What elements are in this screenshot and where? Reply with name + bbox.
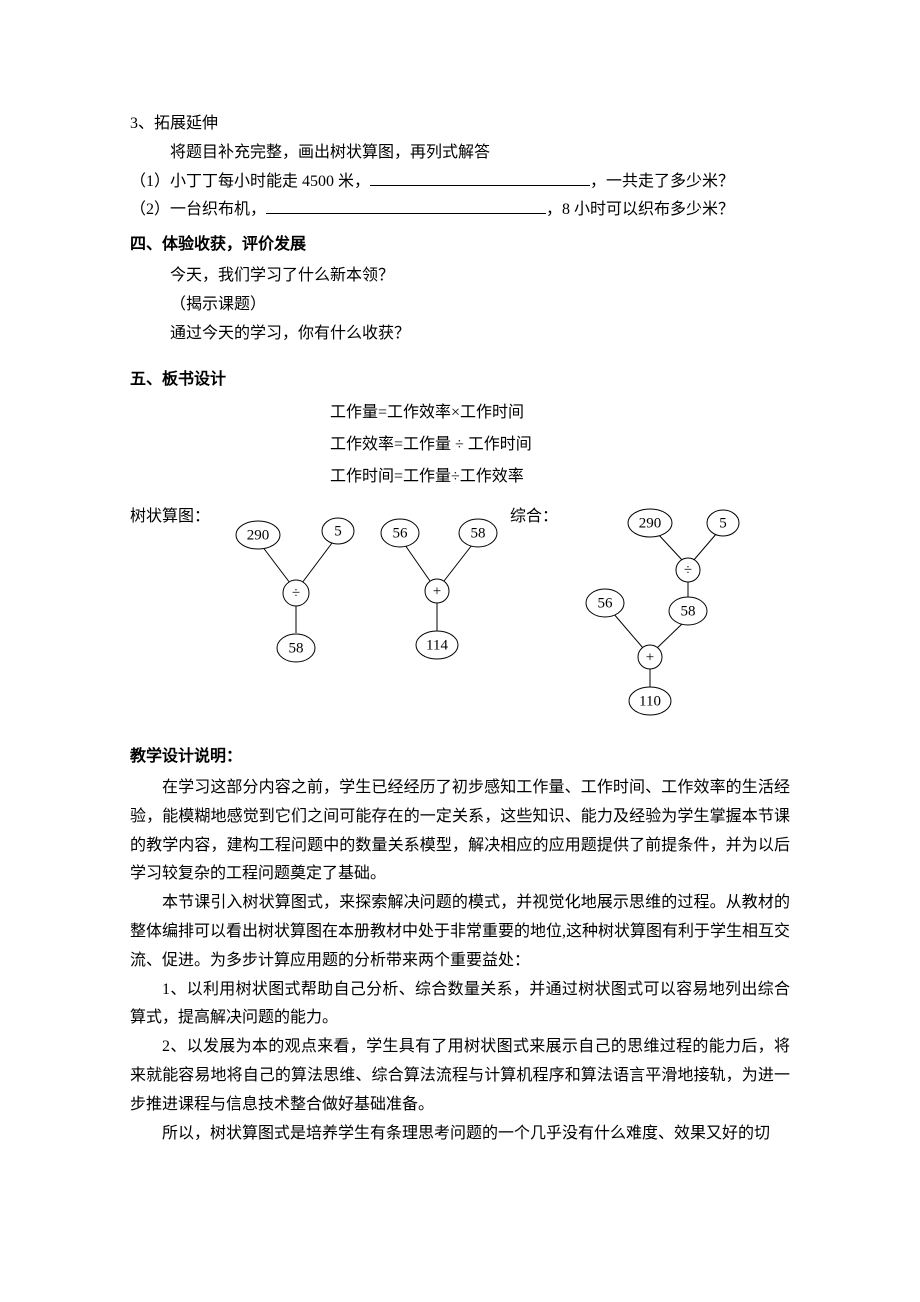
q2-pre: （2）一台织布机， [130, 201, 266, 218]
section-4-l1: 今天，我们学习了什么新本领？ [130, 262, 790, 291]
t2-result: 114 [426, 638, 448, 654]
formula-1: 工作量=工作效率×工作时间 [330, 397, 790, 429]
formula-3: 工作时间=工作量÷工作效率 [330, 461, 790, 493]
question-2: （2）一台织布机， ，8 小时可以织布多少米？ [130, 196, 790, 225]
t1-left: 290 [247, 528, 270, 544]
section-4-heading: 四、体验收获，评价发展 [130, 231, 790, 260]
label-tree: 树状算图： [130, 503, 220, 532]
explain-p2: 本节课引入树状算图式，来探索解决问题的模式，并视觉化地展示思维的过程。从教材的整… [130, 889, 790, 975]
t2-left: 56 [393, 526, 409, 542]
explain-p3: 1、以利用树状图式帮助自己分析、综合数量关系，并通过树状图式可以容易地列出综合算… [130, 976, 790, 1034]
section-4-l2: （揭示课题） [130, 291, 790, 320]
c-top-right: 5 [719, 516, 727, 532]
c-top-op: ÷ [684, 563, 692, 579]
question-1: （1）小丁丁每小时能走 4500 米， ，一共走了多少米？ [130, 168, 790, 197]
c-bottom: 110 [639, 694, 661, 710]
t2-op: + [433, 584, 441, 600]
tree-diagram-1: 290 5 ÷ 58 [220, 503, 370, 673]
q2-post: ，8 小时可以织布多少米？ [546, 201, 734, 218]
section-4-l3: 通过今天的学习，你有什么收获？ [130, 320, 790, 349]
formula-block: 工作量=工作效率×工作时间 工作效率=工作量 ÷ 工作时间 工作时间=工作量÷工… [130, 397, 790, 493]
document-page: 3、拓展延伸 将题目补充完整，画出树状算图，再列式解答 （1）小丁丁每小时能走 … [0, 0, 920, 1208]
section-3-heading: 3、拓展延伸 [130, 110, 790, 139]
c-mid-op: + [646, 650, 654, 666]
q1-blank [370, 170, 590, 186]
label-comb: 综合： [510, 503, 565, 532]
t1-result: 58 [289, 641, 304, 657]
t1-right: 5 [334, 524, 342, 540]
t2-right: 58 [471, 526, 486, 542]
explain-p4: 2、以发展为本的观点来看，学生具有了用树状图式来展示自己的思维过程的能力后，将来… [130, 1033, 790, 1119]
tree-diagram-2: 56 58 + 114 [370, 503, 510, 673]
q1-post: ，一共走了多少米？ [590, 173, 734, 190]
formula-2: 工作效率=工作量 ÷ 工作时间 [330, 429, 790, 461]
c-top-left: 290 [639, 516, 662, 532]
t1-op: ÷ [292, 586, 300, 602]
c-mid-right: 58 [681, 604, 696, 620]
section-3-instruction: 将题目补充完整，画出树状算图，再列式解答 [130, 139, 790, 168]
diagrams-row: 树状算图： 290 5 ÷ 58 56 58 + 114 [130, 503, 790, 723]
c-mid-left: 56 [598, 596, 614, 612]
combined-diagram: 290 5 ÷ 58 56 + 110 [565, 503, 745, 723]
q2-blank [266, 198, 546, 214]
explain-p5: 所以，树状算图式是培养学生有条理思考问题的一个几乎没有什么难度、效果又好的切 [130, 1120, 790, 1149]
explain-p1: 在学习这部分内容之前，学生已经经历了初步感知工作量、工作时间、工作效率的生活经验… [130, 774, 790, 889]
section-5-heading: 五、板书设计 [130, 366, 790, 395]
explain-heading: 教学设计说明： [130, 743, 790, 772]
q1-pre: （1）小丁丁每小时能走 4500 米， [130, 173, 370, 190]
